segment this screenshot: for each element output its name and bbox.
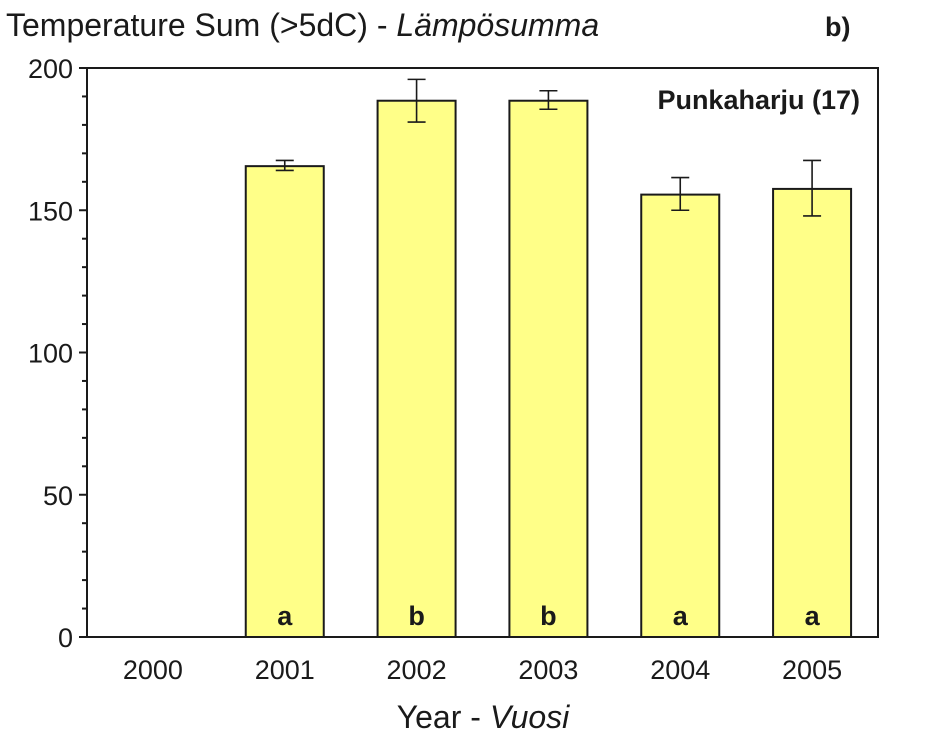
bar-2002 xyxy=(376,99,457,638)
bars-layer xyxy=(244,99,853,638)
y-tick-label: 100 xyxy=(28,339,73,369)
x-axis-title-italic: Vuosi xyxy=(490,699,570,735)
y-axis: 0 50 100 150 200 xyxy=(28,54,87,653)
plot-frame xyxy=(86,67,879,638)
x-tick-label: 2005 xyxy=(782,655,842,685)
y-tick-label: 150 xyxy=(28,196,73,226)
group-letter-2005: a xyxy=(805,601,821,631)
group-letter-2001: a xyxy=(277,601,293,631)
bar-2003 xyxy=(508,99,589,638)
x-tick-label: 2000 xyxy=(123,655,183,685)
error-bars-layer xyxy=(275,78,822,217)
chart-title-italic: Lämpösumma xyxy=(396,7,599,43)
y-tick-label: 0 xyxy=(58,623,73,653)
panel-label: b) xyxy=(825,12,850,42)
x-tick-label: 2001 xyxy=(255,655,315,685)
x-tick-label: 2004 xyxy=(650,655,710,685)
x-axis-title-main: Year - xyxy=(397,699,490,735)
bar-2001 xyxy=(244,165,325,638)
x-axis: 2000 2001 2002 2003 2004 2005 xyxy=(123,655,842,685)
x-tick-label: 2003 xyxy=(518,655,578,685)
y-tick-label: 200 xyxy=(28,54,73,84)
group-letter-2003: b xyxy=(540,601,557,631)
chart-title-main: Temperature Sum (>5dC) - xyxy=(6,7,396,43)
bar-2004 xyxy=(640,193,721,638)
y-tick-label: 50 xyxy=(43,481,73,511)
x-tick-label: 2002 xyxy=(387,655,447,685)
group-letter-2004: a xyxy=(673,601,689,631)
group-letter-2002: b xyxy=(408,601,425,631)
x-axis-title: Year - Vuosi xyxy=(397,699,570,735)
plot-annotation: Punkaharju (17) xyxy=(657,85,860,115)
chart-title: Temperature Sum (>5dC) - Lämpösumma xyxy=(6,7,599,43)
bar-2005 xyxy=(772,187,853,638)
